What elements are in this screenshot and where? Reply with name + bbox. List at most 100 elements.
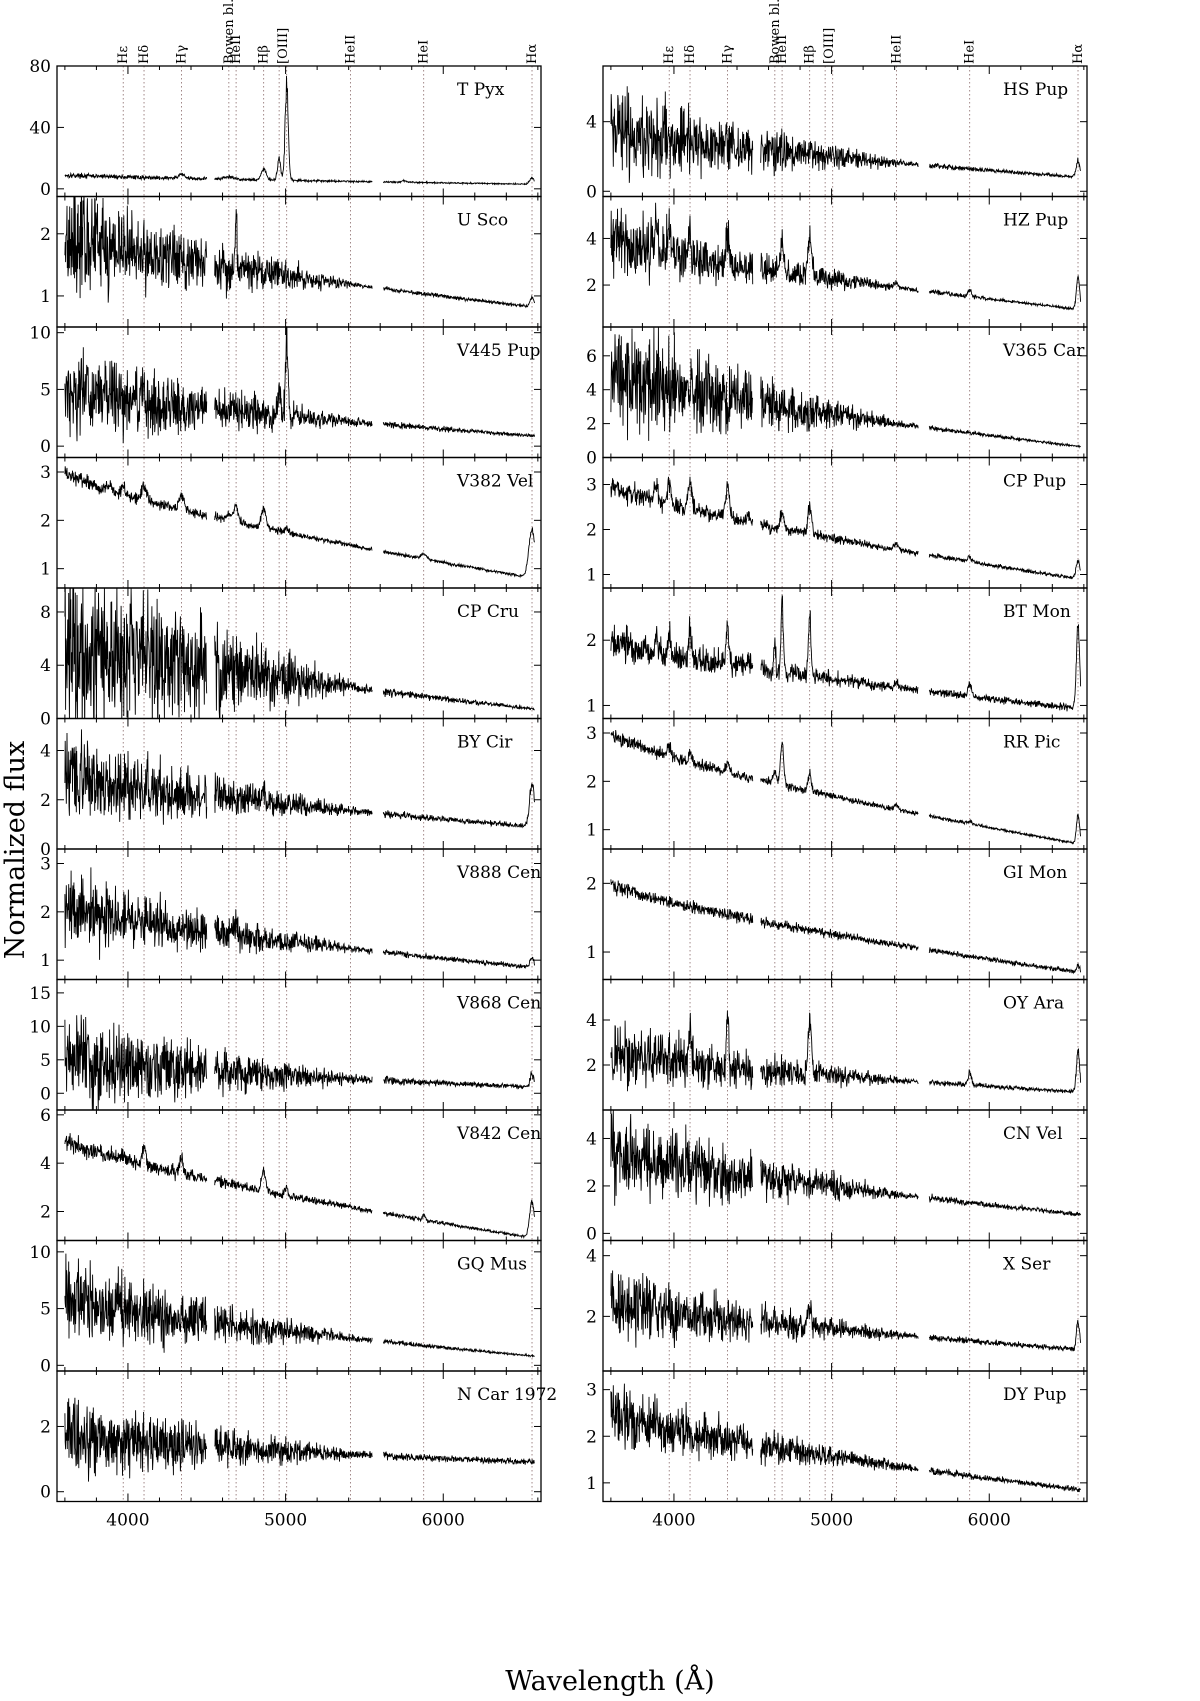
panel-v365-car: 0 2 4 6 V365 Car	[586, 326, 1088, 469]
y-tick-label: 0	[40, 180, 51, 200]
line-label: HeI	[963, 40, 978, 64]
star-name-label: OY Ara	[1003, 994, 1064, 1014]
y-tick-label: 1	[40, 287, 51, 307]
y-tick-label: 2	[40, 791, 51, 811]
y-tick-label: 5	[40, 380, 51, 400]
y-tick-label: 5	[40, 1051, 51, 1071]
y-tick-label: 2	[586, 1056, 597, 1076]
spectrum-segment-2	[382, 688, 535, 711]
panel-gi-mon: 1 2 GI Mon	[586, 848, 1088, 981]
y-tick-label: 2	[40, 903, 51, 923]
line-label: Hβ	[257, 45, 272, 64]
spectrum-segment-2	[928, 624, 1082, 712]
y-tick-label: 3	[40, 855, 51, 875]
panel-dy-pup: 1 2 3 DY Pup	[586, 1370, 1088, 1503]
y-tick-label: 4	[586, 229, 597, 249]
spectrum-segment-2	[382, 1338, 535, 1358]
y-tick-label: 1	[586, 821, 597, 841]
spectrum-segment-2	[928, 1467, 1081, 1493]
y-tick-label: 0	[40, 1356, 51, 1376]
spectrum-segment-1	[760, 128, 919, 177]
star-name-label: GQ Mus	[457, 1255, 527, 1275]
spectrum-segment-1	[214, 1166, 373, 1214]
line-label: Hα	[525, 44, 540, 64]
y-tick-label: 10	[29, 1243, 51, 1263]
y-tick-label: 0	[40, 1084, 51, 1104]
star-name-label: RR Pic	[1003, 733, 1060, 753]
spectrum-segment-0	[610, 1010, 754, 1092]
spectrum-segment-0	[64, 347, 208, 444]
star-name-label: V868 Cen	[456, 994, 541, 1014]
spectrum-segment-2	[928, 552, 1081, 580]
x-tick-label: 4000	[652, 1511, 695, 1531]
spectrum-segment-0	[64, 466, 208, 521]
line-label: Bowen bl.	[222, 0, 237, 64]
spectrum-segment-2	[383, 285, 536, 309]
y-tick-label: 2	[586, 1177, 597, 1197]
panel-frame	[56, 1370, 542, 1503]
line-label: Hβ	[803, 45, 818, 64]
y-tick-label: 2	[40, 1417, 51, 1437]
line-label: Hε	[116, 46, 131, 64]
panel-rr-pic: 1 2 3 RR Pic	[586, 717, 1088, 850]
star-name-label: BY Cir	[457, 733, 513, 753]
panel-cn-vel: 0 2 4 CN Vel	[586, 1109, 1088, 1244]
line-label: HeII	[343, 35, 358, 64]
line-label: HeII	[775, 35, 790, 64]
panel-hs-pup: 0 4 HS Pup	[586, 65, 1088, 202]
y-tick-label: 2	[586, 521, 597, 541]
spectrum-segment-2	[928, 1320, 1082, 1352]
panel-v445-pup: 0 5 10 V445 Pup	[29, 324, 542, 459]
y-tick-label: 15	[29, 984, 51, 1004]
star-name-label: X Ser	[1003, 1255, 1051, 1275]
y-tick-label: 8	[40, 603, 51, 623]
star-name-label: V365 Car	[1002, 341, 1085, 361]
spectrum-segment-2	[928, 1048, 1082, 1094]
y-tick-label: 4	[586, 1247, 597, 1267]
spectrum-segment-2	[383, 1451, 535, 1465]
panel-cp-pup: 1 2 3 CP Pup	[586, 456, 1088, 589]
y-tick-label: 2	[586, 772, 597, 792]
panel-oy-ara: 2 4 OY Ara	[586, 978, 1088, 1111]
panel-v842-cen: 2 4 6 V842 Cen	[40, 1106, 542, 1242]
spectrum-segment-0	[610, 202, 754, 287]
y-tick-label: 6	[586, 347, 597, 367]
x-tick-label: 5000	[810, 1511, 853, 1531]
y-tick-label: 5	[40, 1300, 51, 1320]
y-tick-label: 2	[586, 276, 597, 296]
y-tick-label: 0	[40, 710, 51, 730]
star-name-label: V842 Cen	[456, 1124, 541, 1144]
spectrum-segment-0	[64, 867, 208, 960]
spectrum-segment-2	[928, 1193, 1082, 1217]
spectrum-segment-1	[214, 1304, 373, 1346]
spectrum-segment-1	[214, 209, 373, 299]
spectrum-segment-0	[610, 1110, 754, 1207]
spectrum-segment-0	[610, 729, 754, 783]
star-name-label: V445 Pup	[456, 341, 541, 361]
spectrum-segment-0	[64, 1014, 208, 1110]
spectrum-segment-0	[64, 729, 208, 825]
line-label: Hδ	[137, 45, 152, 64]
y-tick-label: 10	[29, 324, 51, 344]
spectrum-segment-1	[214, 327, 373, 435]
spectrum-segment-0	[64, 1253, 208, 1353]
panels-layer: Hε Hδ Hγ Bowen bl.HeII Hβ [OIII] HeII HeI Hα Hε Hδ…	[29, 0, 1088, 1531]
star-name-label: HS Pup	[1003, 80, 1068, 100]
y-tick-label: 4	[586, 381, 597, 401]
y-tick-label: 4	[40, 742, 51, 762]
spectrum-segment-1	[760, 225, 919, 293]
spectrum-segment-2	[928, 947, 1082, 975]
y-tick-label: 0	[586, 1224, 597, 1244]
spectrum-segment-2	[382, 421, 536, 438]
y-tick-label: 4	[40, 1154, 51, 1174]
star-name-label: N Car 1972	[457, 1385, 557, 1405]
spectrum-segment-2	[382, 948, 536, 969]
y-tick-label: 4	[586, 1129, 597, 1149]
star-name-label: CP Pup	[1003, 472, 1066, 492]
spectrum-segment-0	[64, 171, 208, 182]
y-tick-label: 1	[40, 560, 51, 580]
star-name-label: CP Cru	[457, 602, 519, 622]
spectrum-segment-1	[760, 376, 919, 434]
y-tick-label: 1	[586, 1474, 597, 1494]
